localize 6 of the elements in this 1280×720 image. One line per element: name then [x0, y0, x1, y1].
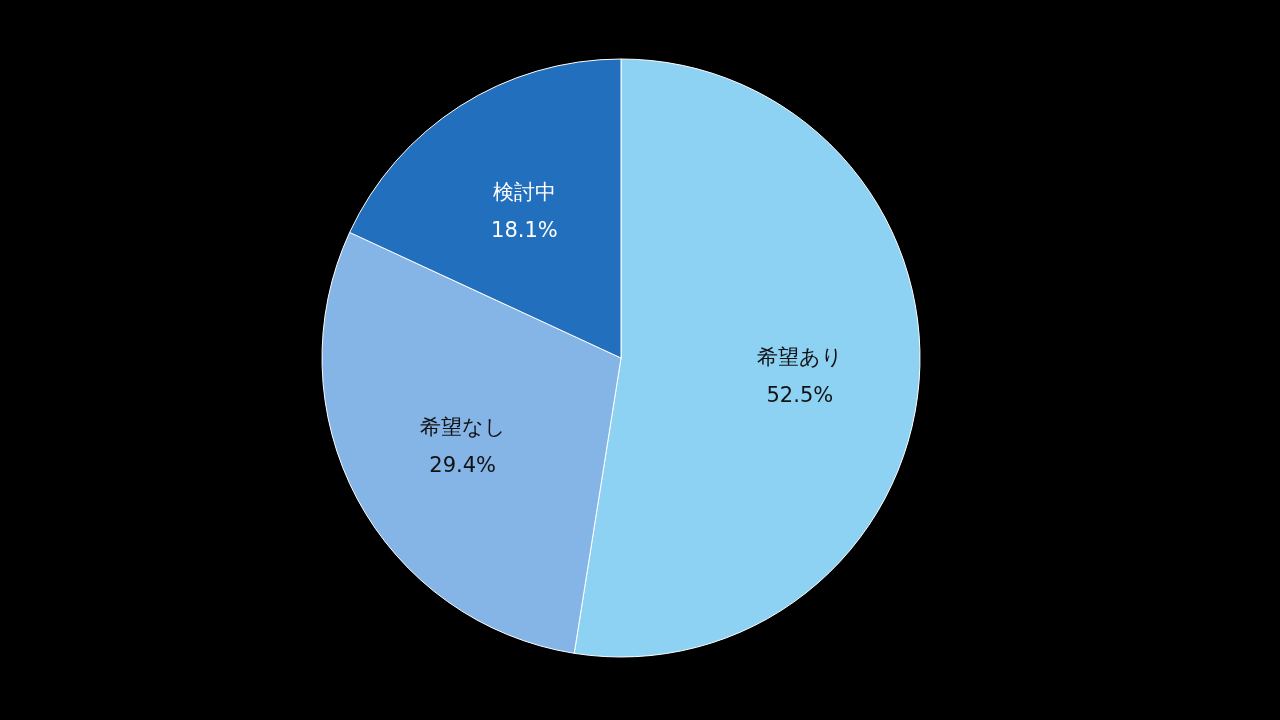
slice-label: 希望あり [756, 345, 843, 370]
data-label: 29.4% [429, 453, 497, 478]
data-label: 18.1% [491, 217, 558, 242]
data-label: 52.5% [766, 383, 834, 408]
slice-label: 検討中 [492, 179, 556, 204]
slice-label: 希望なし [419, 415, 506, 440]
